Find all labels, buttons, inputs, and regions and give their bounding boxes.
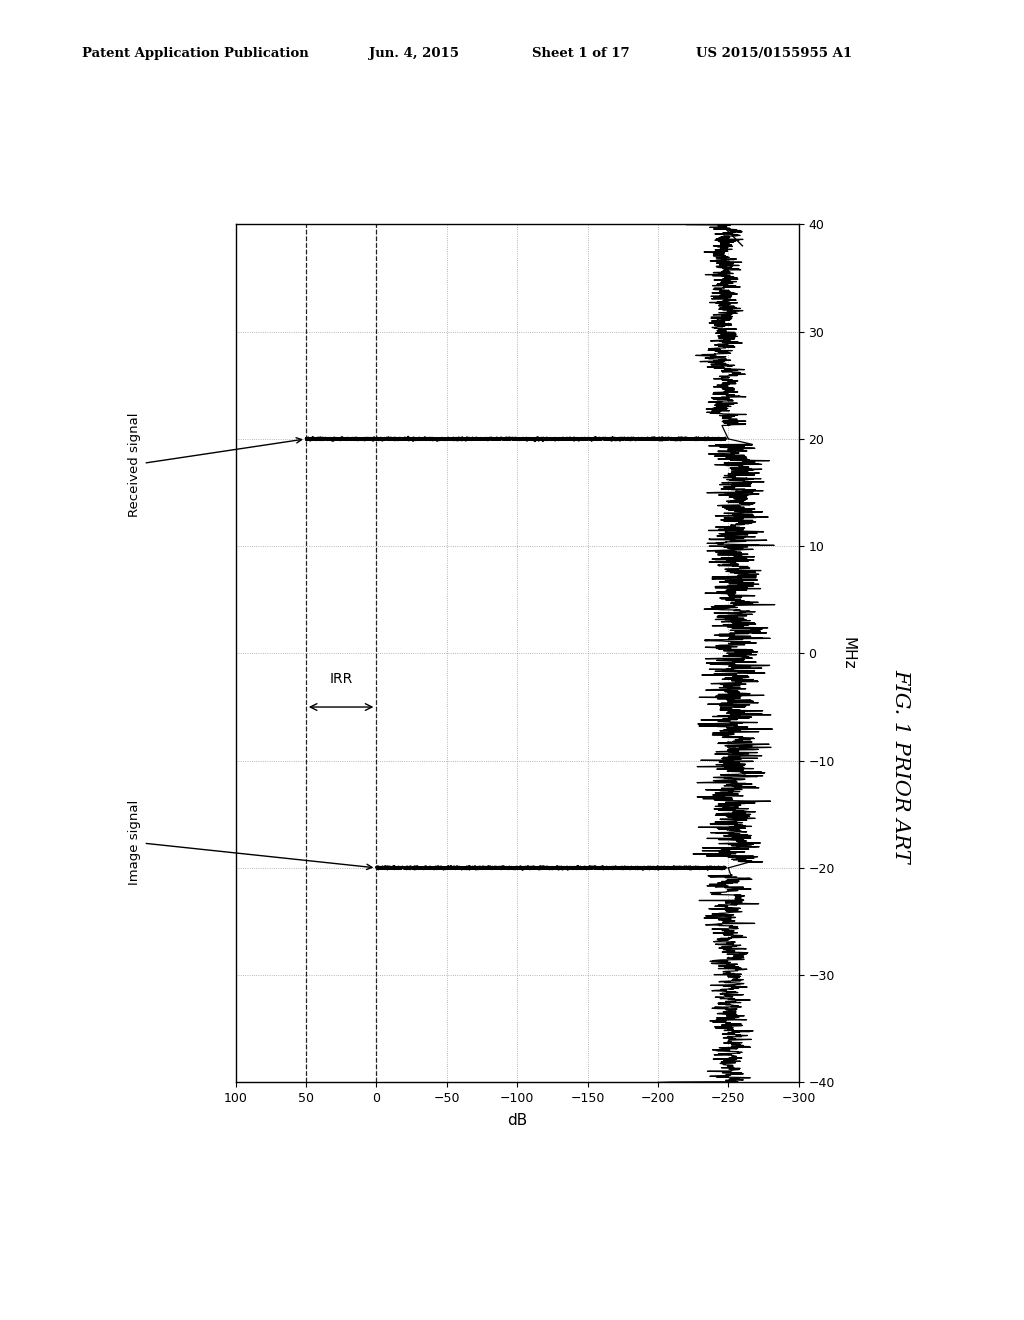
Text: Patent Application Publication: Patent Application Publication <box>82 46 308 59</box>
Text: Sheet 1 of 17: Sheet 1 of 17 <box>532 46 630 59</box>
Text: IRR: IRR <box>330 672 352 685</box>
Text: Image signal: Image signal <box>128 800 372 884</box>
Y-axis label: MHz: MHz <box>841 638 856 669</box>
Text: Received signal: Received signal <box>128 412 302 517</box>
Text: FIG. 1 PRIOR ART: FIG. 1 PRIOR ART <box>892 669 910 862</box>
Text: US 2015/0155955 A1: US 2015/0155955 A1 <box>696 46 852 59</box>
X-axis label: dB: dB <box>507 1114 527 1129</box>
Text: Jun. 4, 2015: Jun. 4, 2015 <box>369 46 459 59</box>
